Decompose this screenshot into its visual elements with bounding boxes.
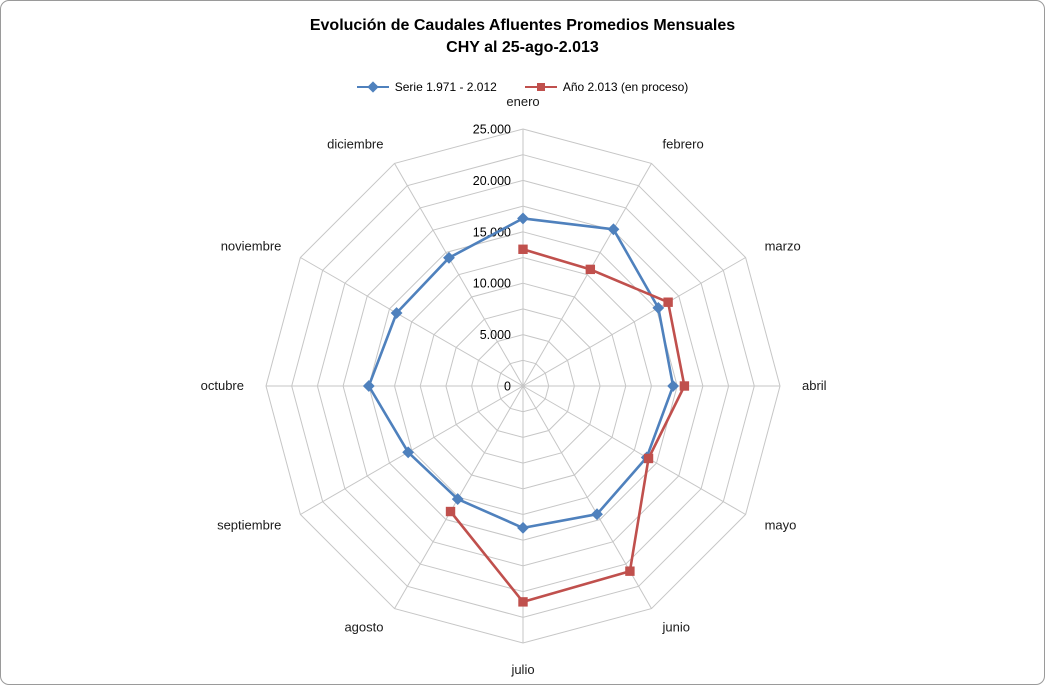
series-2-square-marker bbox=[663, 297, 673, 307]
category-label-marzo: marzo bbox=[765, 239, 801, 254]
chart-legend: Serie 1.971 - 2.012 Año 2.013 (en proces… bbox=[1, 80, 1044, 94]
legend-item-serie-historica: Serie 1.971 - 2.012 bbox=[356, 80, 497, 94]
series-2-square-marker bbox=[643, 453, 654, 464]
series-2-square-marker bbox=[679, 381, 690, 391]
legend-label-serie-historica: Serie 1.971 - 2.012 bbox=[394, 80, 497, 94]
series-1-diamond-marker bbox=[607, 223, 620, 236]
radial-tick-label: 5.000 bbox=[480, 328, 511, 342]
grid-spoke bbox=[394, 163, 524, 387]
chart-title: Evolución de Caudales Afluentes Promedio… bbox=[1, 15, 1044, 58]
chart-title-line2: CHY al 25-ago-2.013 bbox=[446, 38, 599, 56]
series-1-diamond-marker bbox=[517, 212, 529, 225]
series-2-square-marker bbox=[518, 597, 528, 607]
legend-item-anio-2013: Año 2.013 (en proceso) bbox=[524, 80, 689, 94]
series-1-diamond-marker bbox=[667, 380, 679, 392]
category-label-abril: abril bbox=[802, 378, 827, 393]
category-label-agosto: agosto bbox=[344, 620, 383, 635]
grid-spoke bbox=[522, 257, 746, 387]
category-label-julio: julio bbox=[510, 662, 534, 677]
chart-title-line1: Evolución de Caudales Afluentes Promedio… bbox=[309, 17, 736, 34]
category-label-febrero: febrero bbox=[663, 136, 704, 151]
series-1-diamond-marker bbox=[443, 251, 455, 264]
radial-tick-label: 10.000 bbox=[473, 277, 511, 291]
series-2-square-marker bbox=[625, 566, 635, 576]
category-label-enero: enero bbox=[506, 94, 539, 109]
category-label-noviembre: noviembre bbox=[221, 239, 282, 254]
radial-tick-label: 20.000 bbox=[473, 174, 511, 188]
square-marker-icon bbox=[536, 83, 545, 91]
series-1-diamond-marker bbox=[652, 301, 665, 314]
series-1-diamond-marker bbox=[362, 380, 375, 392]
grid-spoke bbox=[522, 163, 652, 387]
legend-swatch-red bbox=[524, 81, 557, 93]
radial-tick-label: 0 bbox=[504, 380, 511, 394]
grid-spoke bbox=[522, 385, 746, 515]
series-1-diamond-marker bbox=[451, 493, 464, 505]
series-2-square-marker bbox=[445, 506, 456, 517]
series-2-square-marker bbox=[585, 264, 596, 275]
series-1-diamond-marker bbox=[591, 508, 603, 521]
series-1-diamond-marker bbox=[402, 446, 415, 459]
legend-swatch-blue bbox=[356, 81, 389, 93]
series-1-diamond-marker bbox=[390, 307, 403, 319]
legend-label-anio-2013: Año 2.013 (en proceso) bbox=[562, 80, 689, 94]
series-2-square-marker bbox=[518, 244, 528, 254]
category-label-mayo: mayo bbox=[765, 518, 797, 533]
category-label-septiembre: septiembre bbox=[217, 518, 281, 533]
series-1-diamond-marker bbox=[517, 521, 529, 534]
series-line-2 bbox=[449, 248, 686, 604]
category-label-junio: junio bbox=[662, 620, 690, 635]
category-label-octubre: octubre bbox=[201, 378, 244, 393]
series-line-1 bbox=[367, 217, 675, 530]
grid-spoke bbox=[300, 257, 524, 387]
radial-tick-label: 25.000 bbox=[473, 123, 511, 137]
category-label-diciembre: diciembre bbox=[327, 136, 383, 151]
